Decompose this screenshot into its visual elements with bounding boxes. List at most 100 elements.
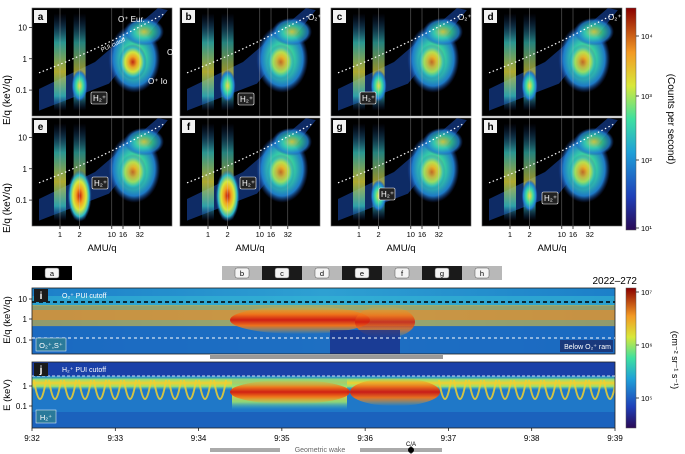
annotation-o2-plus: O₂⁺ [167,48,181,57]
top-ylabel-row1: E/q (keV/q) [2,75,13,125]
geometric-wake-bar: Geometric wake C/A [210,442,442,454]
colorbar-top-tick: 10¹ [641,224,652,233]
geometric-wake-label: Geometric wake [295,447,346,454]
spectrum-panel-f: f H₂⁺ [179,117,321,227]
panel-i-ytick: 1 [23,315,28,324]
colorbar-top-label: (Counts per second) [665,74,676,165]
ytick-label: 0.1 [16,86,28,95]
wake-bar-label-h: h [480,269,484,278]
annotation-h2-plus: H₂⁺ [362,94,375,103]
panel-letter-e: e [38,122,44,133]
panel-i-letter-box: i [34,289,48,302]
colorbar-bottom-tick: 10⁷ [641,288,652,297]
xtick-label: 10 [558,230,566,239]
time-tick: 9:39 [607,434,623,443]
xlabel-amu: AMU/q [235,243,264,254]
ytick-label: 10 [18,23,27,32]
spectrum-panel-d: d O₂⁺ [481,7,623,117]
panel-i-letter: i [40,291,43,302]
xtick-label: 32 [284,230,292,239]
xtick-label: 1 [58,230,62,239]
xtick-label: 1 [508,230,512,239]
xlabel-amu: AMU/q [386,243,415,254]
xtick-label: 2 [226,230,230,239]
spectrum-panel-g: g H₂⁺ [330,117,472,227]
time-tick: 9:36 [357,434,373,443]
xtick-label: 16 [569,230,577,239]
xtick-label: 32 [435,230,443,239]
annotation-h2-plus: H₂⁺ [240,95,253,104]
xlabel-amu: AMU/q [537,243,566,254]
annotation-h2-plus: H₂⁺ [544,194,557,203]
panel-letter-g: g [336,122,342,133]
annotation-h2-plus: H₂⁺ [93,94,106,103]
colorbar-bottom-tick: 10⁶ [641,341,652,350]
panel-letter-c: c [337,12,343,23]
top-ylabel-row2: E/q (keV/q) [2,183,13,233]
time-tick: 9:37 [441,434,457,443]
annotation-h2-plus: H₂⁺ [242,179,255,188]
xtick-label: 16 [418,230,426,239]
spectrum-panel-b: b O₂⁺ H₂⁺ [179,7,322,117]
wake-bar-label-g: g [440,269,444,278]
xtick-label: 10 [407,230,415,239]
ytick-label: 1 [23,55,28,64]
ytick-label: 1 [23,165,28,174]
panel-j-pui-label: H₂⁺ PUI cutoff [62,367,106,374]
time-tick: 9:38 [524,434,540,443]
annotation-o-plus-eur: O⁺ Eur. [118,15,145,24]
panel-i-below-label: Below O₂⁺ ram [564,344,611,351]
ca-label: C/A [406,442,416,448]
xtick-label: 1 [206,230,210,239]
time-tick: 9:35 [274,434,290,443]
annotation-o2-plus: O₂⁺ [308,13,322,22]
panel-j-letter-box: j [34,363,48,376]
xtick-label: 16 [267,230,275,239]
colorbar-top: 10⁴ 10³ 10² 10¹ (Counts per second) [625,7,676,233]
spectrum-panel-e: e H₂⁺ [31,117,173,227]
annotation-h2-plus: H₂⁺ [94,179,107,188]
xlabel-amu: AMU/q [87,243,116,254]
panel-j-ylabel: E (keV) [2,379,13,411]
time-tick: 9:34 [191,434,207,443]
wake-bar-label-a: a [50,269,55,278]
colorbar-top-tick: 10⁴ [641,32,653,41]
colorbar-bottom-tick: 10⁵ [641,394,652,403]
wake-bar-label-c: c [280,269,284,278]
panel-j-letter: j [39,365,43,376]
wake-bar-label-b: b [240,269,244,278]
xtick-label: 10 [108,230,116,239]
annotation-h2-plus: H₂⁺ [381,190,394,199]
annotation-o2-plus: O₂⁺ [608,13,622,22]
xtick-label: 2 [377,230,381,239]
annotation-o2-plus: O₂⁺ [458,13,472,22]
spectrum-panel-h: h H₂⁺ [481,117,623,227]
colorbar-top-tick: 10² [641,156,652,165]
panel-letter-d: d [487,12,493,23]
colorbar-top-tick: 10³ [641,92,652,101]
date-label: 2022–272 [593,276,638,287]
closest-approach-marker [408,447,414,453]
panel-i-ytick: 0.1 [16,336,28,345]
wake-bar-label-f: f [401,269,404,278]
xtick-label: 32 [136,230,144,239]
ytick-label: 10 [18,133,27,142]
panel-i-ylabel: E/q (keV/q) [2,296,13,344]
panel-letter-f: f [187,122,191,133]
xtick-label: 32 [586,230,594,239]
panel-letter-a: a [38,12,44,23]
spectrogram-panel-j [32,362,615,428]
colorbar-bottom: 10⁷ 10⁶ 10⁵ (cm⁻² sr⁻¹ s⁻¹) [625,287,680,429]
panel-letter-b: b [185,12,191,23]
spectrogram-panel-i [32,288,615,354]
panel-i-species-label: O₂⁺,S⁺ [39,341,63,350]
panel-i-ytick: 10 [18,295,27,304]
panel-letter-h: h [487,122,493,133]
panel-j-ytick: 1 [23,382,28,391]
colorbar-bottom-label: (cm⁻² sr⁻¹ s⁻¹) [670,331,680,389]
panel-i-pui-label: O₂⁺ PUI cutoff [62,293,106,300]
xtick-label: 1 [357,230,361,239]
xtick-label: 2 [78,230,82,239]
